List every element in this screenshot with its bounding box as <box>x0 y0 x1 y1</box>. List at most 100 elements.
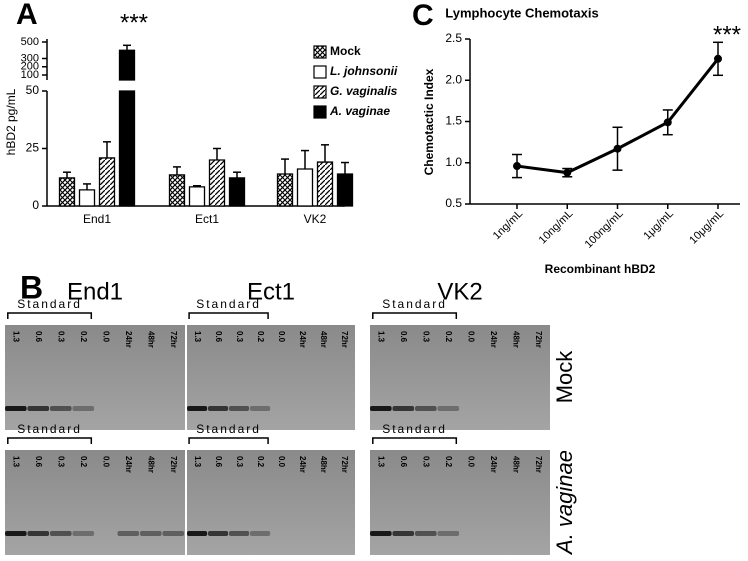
band <box>72 406 95 411</box>
lane-label: 0.0 <box>467 331 476 343</box>
lane-label: 0.3 <box>235 456 244 468</box>
panel-label: C <box>412 0 434 32</box>
significance: *** <box>120 9 148 36</box>
lane-label: 72hr <box>534 331 543 348</box>
lane-label: 0.2 <box>444 331 453 343</box>
blot <box>187 450 355 555</box>
standard-bracket <box>372 437 458 444</box>
bar <box>78 189 96 207</box>
band <box>370 531 392 536</box>
lane-label: 0.3 <box>235 331 244 343</box>
band <box>208 406 229 411</box>
lane-label: 24hr <box>489 456 498 473</box>
y-tick-label: 200 <box>21 61 39 73</box>
standard-bracket <box>7 437 93 444</box>
band <box>117 531 140 536</box>
lane-label: 0.2 <box>79 456 88 468</box>
band <box>250 531 271 536</box>
lane-label: 0.0 <box>102 331 111 343</box>
band <box>27 406 50 411</box>
band <box>415 531 437 536</box>
point <box>613 144 622 153</box>
chart-title: Lymphocyte Chemotaxis <box>445 5 598 20</box>
bar <box>316 161 334 207</box>
lane-label: 48hr <box>512 331 521 348</box>
standard-label: Standard <box>382 297 447 311</box>
lane-label: 1.3 <box>377 456 386 468</box>
band <box>162 531 185 536</box>
y-tick-label: 0 <box>32 198 39 212</box>
column-title: VK2 <box>437 278 482 305</box>
lane-label: 0.0 <box>102 456 111 468</box>
lane-label: 0.2 <box>256 331 265 343</box>
lane-label: 1.3 <box>193 456 202 468</box>
lane-label: 0.3 <box>422 456 431 468</box>
lane-label: 48hr <box>512 456 521 473</box>
legend-label: L. johnsonii <box>330 64 398 78</box>
bar <box>58 177 76 207</box>
lane-label: 0.0 <box>277 456 286 468</box>
standard-label: Standard <box>17 297 82 311</box>
blot <box>370 325 550 430</box>
y-tick-label: 2.5 <box>445 31 462 45</box>
lane-label: 72hr <box>340 331 349 348</box>
band <box>415 406 437 411</box>
lane-label: 0.2 <box>79 331 88 343</box>
x-axis-label: Recombinant hBD2 <box>545 262 656 276</box>
lane-label: 72hr <box>169 456 178 473</box>
y-tick-label: 300 <box>21 52 39 64</box>
band <box>50 531 72 536</box>
lane-label: 0.0 <box>277 331 286 343</box>
lane-label: 0.6 <box>34 331 43 343</box>
lane-label: 0.2 <box>256 456 265 468</box>
lane-label: 24hr <box>298 456 307 473</box>
lane-label: 48hr <box>319 456 328 473</box>
x-tick-label: 10ng/mL <box>537 208 576 247</box>
band <box>250 406 271 411</box>
row-label: A. vaginae <box>552 450 577 556</box>
legend-swatch <box>313 85 327 99</box>
y-tick-label: 100 <box>21 69 39 81</box>
point <box>513 162 521 171</box>
column-title: End1 <box>67 278 123 305</box>
point <box>663 118 672 127</box>
point <box>714 54 722 63</box>
band <box>5 406 27 411</box>
blot <box>5 450 185 555</box>
lane-label: 0.6 <box>399 456 408 468</box>
lane-label: 0.6 <box>214 456 223 468</box>
legend-label: Mock <box>330 44 361 58</box>
row-label: Mock <box>552 350 577 404</box>
y-tick-label: 1.0 <box>445 155 462 169</box>
lane-label: 1.3 <box>12 456 21 468</box>
lane-label: 0.2 <box>444 456 453 468</box>
band <box>229 531 250 536</box>
y-tick-label: 50 <box>26 83 40 97</box>
x-tick-label: VK2 <box>304 212 327 226</box>
band <box>50 406 72 411</box>
y-tick-label: 0.5 <box>445 196 462 210</box>
legend-label: G. vaginalis <box>330 84 398 98</box>
y-axis-label: Chemotactic Index <box>422 68 436 175</box>
lane-label: 0.0 <box>467 456 476 468</box>
standard-bracket <box>7 312 93 319</box>
legend-swatch <box>313 65 327 79</box>
band <box>370 406 392 411</box>
lane-label: 1.3 <box>12 331 21 343</box>
y-tick-label: 1.5 <box>445 114 462 128</box>
band <box>5 531 27 536</box>
panel-label: B <box>20 269 43 305</box>
band <box>72 531 95 536</box>
band <box>187 531 208 536</box>
bar <box>336 173 354 207</box>
band <box>392 531 415 536</box>
x-tick-label: 1ng/mL <box>491 208 525 242</box>
legend-swatch <box>313 105 327 119</box>
standard-bracket <box>188 312 269 319</box>
bar <box>208 159 226 207</box>
bar <box>228 177 246 207</box>
y-axis-label: hBD2 pg/mL <box>4 88 18 155</box>
bar <box>188 186 206 207</box>
lane-label: 0.3 <box>57 331 66 343</box>
